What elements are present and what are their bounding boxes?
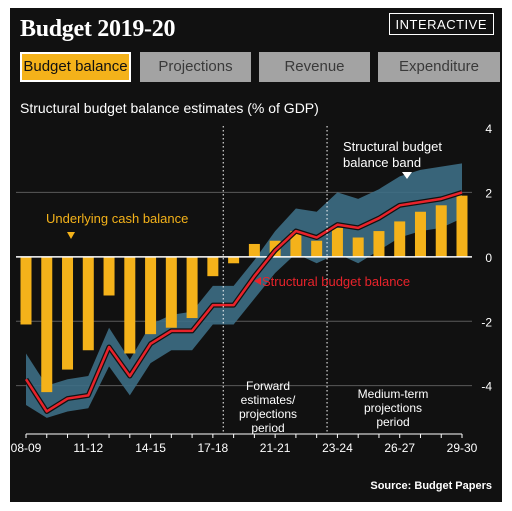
cash-balance-bar: [331, 227, 343, 257]
budget-balance-chart: -4 -2 0 2 4 08-09 11-12 14-15 17-18 21-21 23-24 26-…: [11, 122, 493, 455]
tab-projections[interactable]: Projections: [140, 52, 251, 82]
cash-balance-bar: [20, 256, 32, 325]
cash-balance-bar: [186, 256, 198, 319]
forward-period-label: Forward: [246, 379, 290, 393]
cash-balance-bar: [311, 240, 323, 257]
tab-budget-balance[interactable]: Budget balance: [20, 52, 131, 82]
cash-balance-bar: [41, 256, 53, 393]
cash-balance-arrow-icon: [67, 232, 75, 239]
structural-balance-line: [24, 191, 463, 413]
x-tick-label: 21-21: [260, 441, 291, 455]
cash-balance-bar: [414, 211, 426, 257]
x-tick-label: 17-18: [198, 441, 229, 455]
y-tick-label: 4: [485, 122, 492, 136]
tab-expenditure[interactable]: Expenditure: [378, 52, 500, 82]
y-tick-label: 2: [485, 186, 492, 200]
medium-period-label: projections: [364, 401, 422, 415]
y-tick-label: -2: [481, 315, 492, 329]
cash-balance-bar: [456, 195, 468, 257]
y-tick-label: -4: [481, 380, 492, 394]
y-tick-label: 0: [485, 251, 492, 265]
cash-balance-bar: [228, 256, 240, 264]
source-note: Source: Budget Papers: [370, 480, 492, 492]
interactive-badge: INTERACTIVE: [388, 13, 494, 35]
x-tick-label: 29-30: [447, 441, 478, 455]
x-tick-label: 11-12: [73, 441, 103, 455]
chart-subtitle: Structural budget balance estimates (% o…: [20, 100, 319, 116]
medium-period-label: Medium-term: [358, 387, 429, 401]
forward-period-label: projections: [239, 407, 297, 421]
x-tick-label: 26-27: [384, 441, 415, 455]
structural-balance-arrow-icon: [254, 277, 261, 285]
band-arrow-icon: [402, 172, 412, 179]
medium-period-label: period: [376, 415, 409, 429]
cash-balance-bar: [290, 231, 302, 257]
cash-balance-bar: [82, 256, 94, 351]
cash-balance-bar: [124, 256, 136, 354]
cash-balance-bar: [248, 243, 260, 257]
cash-balance-bar: [62, 256, 74, 370]
x-tick-label: 23-24: [322, 441, 353, 455]
forward-period-label: period: [251, 421, 284, 435]
tab-revenue[interactable]: Revenue: [259, 52, 370, 82]
forward-period-label: estimates/: [241, 393, 296, 407]
structural-balance-label: Structural budget balance: [262, 274, 410, 289]
band-label-line1: Structural budget: [343, 139, 442, 154]
cash-balance-label: Underlying cash balance: [46, 211, 188, 226]
cash-balance-bar: [352, 237, 364, 257]
cash-balance-bar: [207, 256, 219, 277]
page-title: Budget 2019-20: [20, 16, 176, 42]
cash-balance-bar: [394, 221, 406, 257]
cash-balance-bar: [145, 256, 157, 335]
x-tick-label: 14-15: [135, 441, 166, 455]
x-tick-label: 08-09: [11, 441, 42, 455]
band-label-line2: balance band: [343, 155, 421, 170]
budget-widget: Budget 2019-20 INTERACTIVE Budget balanc…: [10, 8, 502, 502]
cash-balance-bar: [165, 256, 177, 328]
cash-balance-bar: [103, 256, 115, 296]
cash-balance-bar: [435, 205, 447, 257]
cash-balance-bar: [373, 231, 385, 257]
